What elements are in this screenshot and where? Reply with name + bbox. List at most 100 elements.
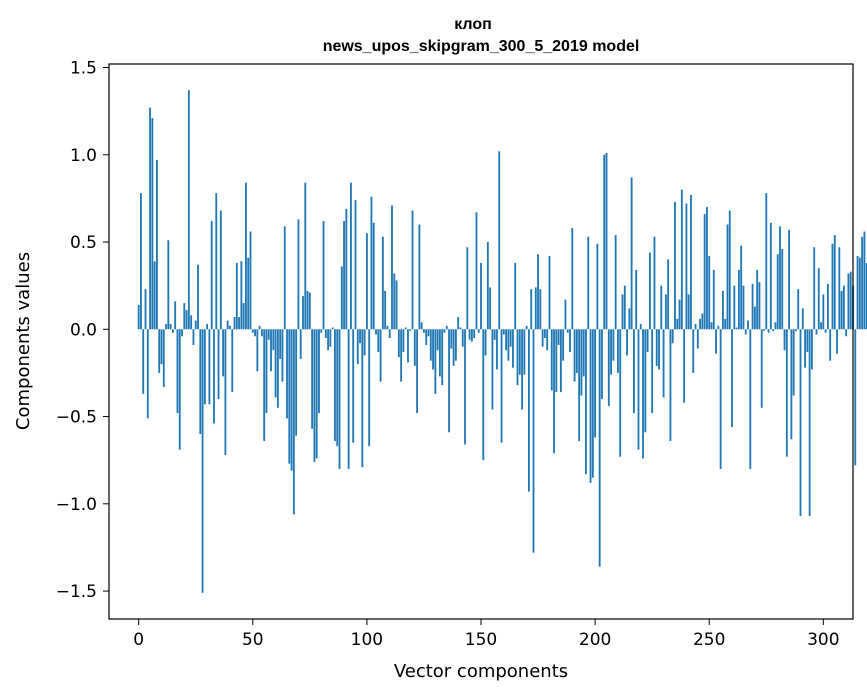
bar	[858, 257, 861, 330]
bar	[664, 294, 667, 330]
bar	[290, 329, 293, 471]
bar	[500, 329, 503, 443]
bar	[585, 329, 587, 475]
bar	[820, 322, 822, 330]
bar	[833, 235, 836, 330]
bar	[790, 329, 793, 440]
bar	[313, 329, 316, 462]
bar	[831, 243, 834, 330]
bar	[763, 329, 765, 332]
bar	[865, 262, 867, 330]
bar	[377, 329, 380, 352]
bar	[292, 329, 295, 515]
bar	[518, 329, 521, 375]
bar	[571, 228, 574, 330]
bar	[436, 329, 439, 351]
bar	[829, 329, 832, 361]
bar	[372, 222, 375, 330]
bar	[381, 236, 384, 330]
bar	[776, 254, 779, 330]
bar	[206, 324, 209, 330]
bar	[299, 329, 302, 359]
bar	[477, 329, 480, 333]
bar	[441, 329, 444, 386]
bar	[473, 329, 476, 339]
bar	[760, 329, 763, 408]
bar	[861, 236, 864, 330]
bar	[393, 273, 396, 330]
bar	[842, 285, 845, 330]
bar	[324, 329, 327, 339]
bar	[203, 329, 206, 405]
bar	[151, 118, 154, 330]
bar	[575, 329, 578, 373]
bar	[219, 210, 222, 330]
bar	[356, 329, 359, 365]
bar	[171, 329, 174, 333]
bar	[566, 329, 569, 333]
bar	[404, 327, 407, 330]
bar	[806, 329, 809, 352]
bar	[452, 329, 455, 366]
bar	[238, 317, 240, 330]
bar	[614, 235, 617, 330]
bar	[201, 329, 204, 593]
bar	[409, 329, 412, 332]
bar	[457, 317, 460, 330]
bar	[194, 320, 197, 330]
bar	[354, 200, 357, 330]
bar	[676, 318, 679, 330]
bar	[596, 243, 599, 330]
bar	[345, 208, 348, 330]
bar	[564, 299, 567, 330]
bar	[208, 329, 211, 405]
y-tick-label: 1.0	[70, 146, 97, 166]
bar	[311, 329, 314, 429]
bar	[603, 154, 606, 330]
bar	[395, 280, 398, 330]
bar	[699, 318, 702, 330]
bar	[445, 325, 448, 330]
bar	[359, 329, 361, 344]
bar	[815, 329, 818, 335]
bar	[505, 329, 508, 351]
bar	[696, 329, 699, 349]
bar	[813, 247, 816, 330]
bar	[715, 329, 717, 354]
bar	[838, 247, 841, 330]
bar	[637, 329, 640, 450]
bar	[630, 177, 633, 330]
bar	[774, 322, 777, 330]
bar	[655, 329, 658, 366]
bar	[137, 304, 140, 330]
bar	[546, 329, 549, 351]
bar	[350, 182, 352, 330]
bar	[466, 247, 469, 330]
bar	[197, 264, 199, 330]
bar	[783, 329, 786, 351]
bar	[174, 301, 177, 330]
bar	[619, 329, 622, 457]
bar	[416, 329, 419, 414]
bar	[486, 242, 489, 330]
bar	[363, 329, 366, 356]
plot-frame	[108, 63, 854, 620]
bar	[840, 290, 843, 330]
bar	[418, 224, 421, 330]
bar	[199, 329, 202, 434]
bar	[674, 201, 676, 330]
bar	[539, 289, 542, 330]
bar	[210, 221, 213, 330]
bar	[187, 90, 190, 330]
bar	[496, 329, 498, 370]
bar	[795, 329, 797, 332]
bar	[439, 329, 441, 377]
y-tick-label: 0.5	[70, 233, 97, 253]
bar	[283, 226, 286, 330]
bar	[557, 329, 560, 345]
bar	[320, 329, 323, 333]
bar	[587, 236, 590, 330]
bar	[443, 329, 446, 333]
bar	[247, 257, 250, 330]
